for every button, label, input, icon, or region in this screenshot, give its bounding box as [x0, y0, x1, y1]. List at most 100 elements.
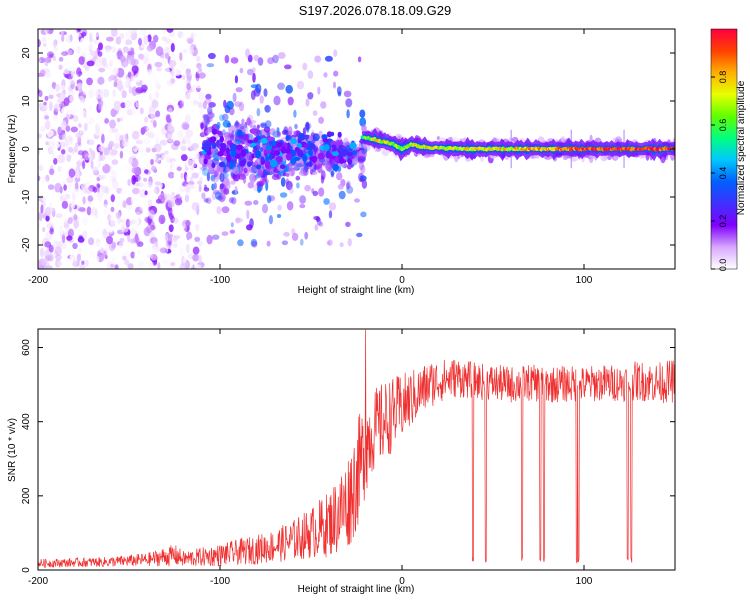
- spectrogram-noise-blob: [173, 257, 181, 263]
- spectrogram-noise-blob: [166, 156, 170, 163]
- spectrogram-noise-blob: [282, 240, 288, 245]
- spectrogram-x-tick-label: -100: [210, 275, 230, 286]
- spectrogram-noise-blob: [360, 212, 366, 218]
- spectrogram-noise-blob: [236, 87, 243, 92]
- spectrogram-noise-blob: [195, 224, 199, 231]
- spectrogram-noise-blob: [142, 89, 146, 94]
- spectrogram-noise-blob: [257, 108, 261, 116]
- spectrogram-noise-blob: [287, 201, 294, 210]
- spectrogram-noise-blob: [66, 57, 73, 64]
- spectrogram-noise-blob: [123, 143, 127, 148]
- spectrogram-noise-blob: [336, 172, 342, 180]
- spectrogram-noise-blob: [270, 128, 276, 135]
- spectrogram-band-blob: [236, 145, 243, 151]
- spectrogram-band-blob: [217, 131, 223, 135]
- spectrogram-noise-blob: [181, 33, 186, 43]
- spectrogram-band-blob: [204, 155, 211, 159]
- spectrogram-band-blob: [220, 147, 226, 152]
- spectrogram-noise-blob: [172, 209, 178, 215]
- spectrogram-noise-blob: [126, 205, 132, 210]
- spectrogram-noise-blob: [95, 242, 103, 250]
- spectrogram-noise-blob: [44, 115, 49, 119]
- spectrogram-noise-blob: [116, 37, 121, 45]
- spectrogram-noise-blob: [156, 199, 162, 204]
- spectrogram-noise-blob: [62, 234, 65, 243]
- snr-x-tick-label: 100: [576, 576, 593, 587]
- spectrogram-noise-blob: [253, 55, 259, 61]
- spectrogram-noise-blob: [253, 200, 258, 205]
- spectrogram-noise-blob: [143, 52, 149, 57]
- spectrogram-noise-blob: [178, 222, 181, 227]
- spectrogram-noise-blob: [129, 51, 135, 55]
- spectrogram-noise-blob: [284, 65, 292, 70]
- spectrogram-noise-blob: [169, 60, 177, 67]
- spectrogram-noise-blob: [105, 48, 110, 53]
- spectrogram-noise-blob: [333, 82, 336, 89]
- spectrogram-noise-blob: [78, 96, 85, 102]
- spectrogram-noise-blob: [346, 181, 351, 189]
- spectrogram-noise-blob: [80, 38, 85, 46]
- spectrogram-noise-blob: [86, 78, 93, 86]
- spectrogram-y-tick-label: 10: [21, 95, 32, 107]
- spectrogram-noise-blob: [198, 102, 203, 108]
- spectrogram-noise-blob: [198, 255, 202, 264]
- spectrogram-band-blob: [280, 164, 286, 169]
- spectrogram-noise-blob: [240, 68, 244, 74]
- snr-y-tick-label: 600: [21, 339, 32, 356]
- spectrogram-noise-blob: [179, 179, 184, 185]
- spectrogram-noise-blob: [77, 28, 81, 32]
- spectrogram-noise-blob: [49, 101, 53, 111]
- spectrogram-noise-blob: [241, 119, 244, 124]
- spectrogram-noise-blob: [199, 108, 204, 115]
- spectrogram-noise-blob: [126, 78, 131, 83]
- spectrogram-band-blob: [297, 151, 303, 158]
- spectrogram-noise-blob: [318, 117, 324, 124]
- spectrogram-band-blob: [261, 156, 265, 162]
- spectrogram-noise-blob: [119, 242, 124, 248]
- spectrogram-noise-blob: [207, 235, 213, 245]
- spectrogram-band-blob: [210, 136, 217, 142]
- spectrogram-noise-blob: [296, 176, 301, 181]
- spectrogram-noise-blob: [135, 252, 139, 260]
- spectrogram-noise-blob: [296, 163, 303, 167]
- spectrogram-band-blob: [323, 144, 330, 151]
- spectrogram-noise-blob: [327, 241, 331, 245]
- spectrogram-noise-blob: [93, 29, 101, 38]
- spectrogram-noise-blob: [143, 35, 148, 45]
- spectrogram-noise-blob: [175, 115, 179, 124]
- spectrogram-noise-blob: [348, 238, 352, 246]
- spectrogram-noise-blob: [358, 156, 366, 163]
- spectrogram-noise-blob: [219, 114, 225, 121]
- spectrogram-band-blob: [274, 150, 280, 156]
- spectrogram-noise-blob: [283, 232, 290, 237]
- spectrogram-band-blob: [266, 146, 272, 151]
- spectrogram-noise-blob: [53, 56, 56, 61]
- spectrogram-noise-blob: [122, 256, 127, 261]
- spectrogram-noise-blob: [273, 96, 280, 106]
- spectrogram-noise-blob: [280, 192, 287, 198]
- spectrogram-noise-blob: [234, 101, 241, 107]
- spectrogram-noise-blob: [179, 101, 182, 108]
- spectrogram-noise-blob: [115, 264, 119, 271]
- spectrogram-noise-blob: [264, 88, 268, 97]
- spectrogram-noise-blob: [77, 83, 82, 90]
- spectrogram-band-blob: [237, 130, 242, 137]
- spectrogram-noise-blob: [165, 53, 169, 59]
- spectrogram-noise-blob: [105, 134, 113, 138]
- spectrogram-noise-blob: [150, 159, 154, 165]
- spectrogram-noise-blob: [48, 184, 55, 190]
- spectrogram-noise-blob: [198, 92, 204, 100]
- spectrogram-noise-blob: [151, 166, 156, 172]
- spectrogram-noise-blob: [43, 43, 46, 47]
- spectrogram-noise-blob: [233, 93, 237, 102]
- spectrogram-noise-blob: [123, 46, 129, 52]
- spectrogram-noise-blob: [360, 165, 365, 174]
- spectrogram-band-blob: [286, 153, 291, 160]
- spectrogram-noise-blob: [46, 191, 51, 197]
- spectrogram-noise-blob: [186, 37, 194, 43]
- spectrogram-noise-blob: [41, 37, 46, 42]
- spectrogram-noise-blob: [151, 254, 158, 261]
- spectrogram-noise-blob: [56, 99, 62, 105]
- spectrogram-band-blob: [226, 154, 231, 162]
- spectrogram-noise-blob: [121, 227, 129, 233]
